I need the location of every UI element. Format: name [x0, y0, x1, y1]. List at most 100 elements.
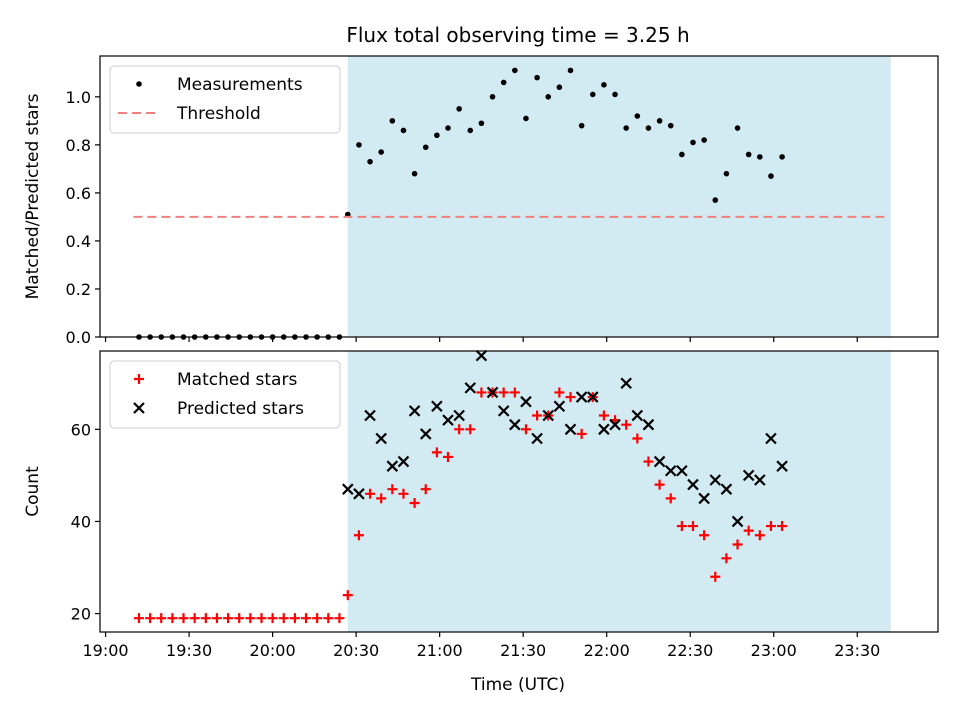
predicted-stars-point [754, 474, 766, 486]
matched-stars-point [443, 451, 454, 462]
legend-box [109, 65, 341, 134]
matched-stars-point [133, 613, 144, 624]
measurement-point [445, 125, 451, 131]
matched-stars-point [765, 521, 776, 532]
matched-stars-point [420, 484, 431, 495]
measurement-point [601, 82, 607, 88]
predicted-stars-point [397, 455, 410, 468]
legend-label: Matched stars [177, 370, 297, 390]
measurement-point [400, 127, 407, 134]
legend-label: Measurements [177, 75, 303, 95]
x-tick-label: 21:30 [500, 641, 546, 660]
measurement-point [467, 127, 474, 134]
predicted-stars-point [664, 464, 677, 477]
matched-stars-point [167, 613, 178, 624]
matched-stars-point [476, 387, 487, 398]
x-tick-label: 20:00 [250, 641, 296, 660]
matched-stars-point [211, 613, 222, 624]
predicted-stars-point [353, 488, 365, 500]
matched-stars-point [156, 613, 167, 624]
legend-predicted-swatch [133, 402, 145, 414]
matched-stars-point [323, 613, 334, 624]
measurement-point [500, 79, 507, 86]
predicted-stars-point [464, 382, 477, 394]
y-tick-label: 40 [71, 512, 91, 531]
predicted-stars-point [676, 464, 688, 477]
matched-stars-point [409, 498, 420, 509]
y-axis-title: Count [23, 466, 43, 517]
measurement-point [411, 170, 418, 177]
matched-stars-point [554, 387, 565, 398]
predicted-stars-point [631, 409, 644, 422]
y-axis-title: Matched/Predicted stars [23, 93, 43, 299]
matched-stars-point [721, 553, 732, 564]
measurement-point [679, 151, 685, 158]
predicted-stars-point [419, 428, 432, 440]
x-tick-label: 21:00 [417, 641, 463, 660]
measurement-point [567, 67, 574, 74]
predicted-stars-point [765, 432, 777, 445]
matched-stars-point [189, 613, 200, 624]
matched-stars-point [621, 419, 632, 430]
matched-stars-point [256, 613, 267, 624]
legend: Measurements Threshold [109, 65, 341, 134]
matched-stars-point [465, 424, 476, 435]
matched-stars-point [654, 479, 665, 490]
measurement-point [422, 144, 429, 151]
measurement-point [512, 67, 518, 74]
measurement-point [356, 142, 362, 148]
matched-stars-point [234, 613, 245, 624]
matched-stars-point [245, 613, 256, 624]
matched-stars-point [498, 387, 509, 398]
predicted-stars-point [486, 386, 499, 399]
matched-stars-point [223, 613, 234, 624]
predicted-stars-point [542, 409, 555, 422]
measurement-point [701, 137, 707, 143]
matched-stars-point [598, 410, 609, 421]
y-tick-label: 0.6 [66, 184, 91, 203]
measurement-point [534, 74, 540, 81]
matched-stars-point [353, 530, 364, 541]
measurement-point [612, 91, 618, 98]
measurement-point [645, 125, 652, 131]
matched-stars-point [754, 530, 765, 541]
measurement-point [344, 211, 351, 218]
matched-stars-point [312, 613, 323, 624]
predicted-stars-point [386, 460, 399, 472]
matched-stars-point [342, 590, 353, 601]
predicted-stars-point [509, 418, 521, 431]
measurement-point [779, 154, 785, 160]
predicted-stars-point [698, 492, 710, 505]
matched-stars-point [676, 521, 687, 532]
matched-stars-point [376, 493, 387, 504]
y-tick-label: 0.8 [66, 136, 91, 155]
matched-stars-point [643, 456, 654, 467]
matched-stars-point [576, 428, 587, 439]
predicted-stars-point [531, 432, 543, 445]
predicted-stars-point [620, 377, 632, 390]
predicted-stars-point [553, 400, 566, 413]
matched-stars-point [732, 539, 743, 550]
x-axis-title: Time (UTC) [470, 675, 565, 695]
predicted-stars-point [609, 418, 621, 431]
measurement-point [556, 84, 563, 91]
shaded-interval [347, 56, 891, 337]
matched-stars-point [200, 613, 211, 624]
matched-stars-point [334, 613, 345, 624]
x-tick-label: 22:30 [667, 641, 713, 660]
measurement-point [723, 170, 730, 177]
predicted-stars-point [709, 474, 722, 486]
predicted-stars-point [575, 391, 588, 403]
legend-box [109, 360, 341, 429]
matched-stars-point [387, 484, 398, 495]
measurement-point [367, 158, 373, 165]
matched-stars-point [632, 433, 643, 444]
predicted-stars-point [776, 460, 788, 472]
predicted-stars-point [742, 469, 755, 482]
panel-ratio: 0.0 0.2 0.4 0.6 0.8 1.0 Matched/Predicted star… [23, 55, 939, 347]
predicted-stars-point [564, 423, 577, 436]
matched-stars-point [509, 387, 520, 398]
matched-stars-point [145, 613, 156, 624]
matched-stars-point [743, 525, 754, 536]
